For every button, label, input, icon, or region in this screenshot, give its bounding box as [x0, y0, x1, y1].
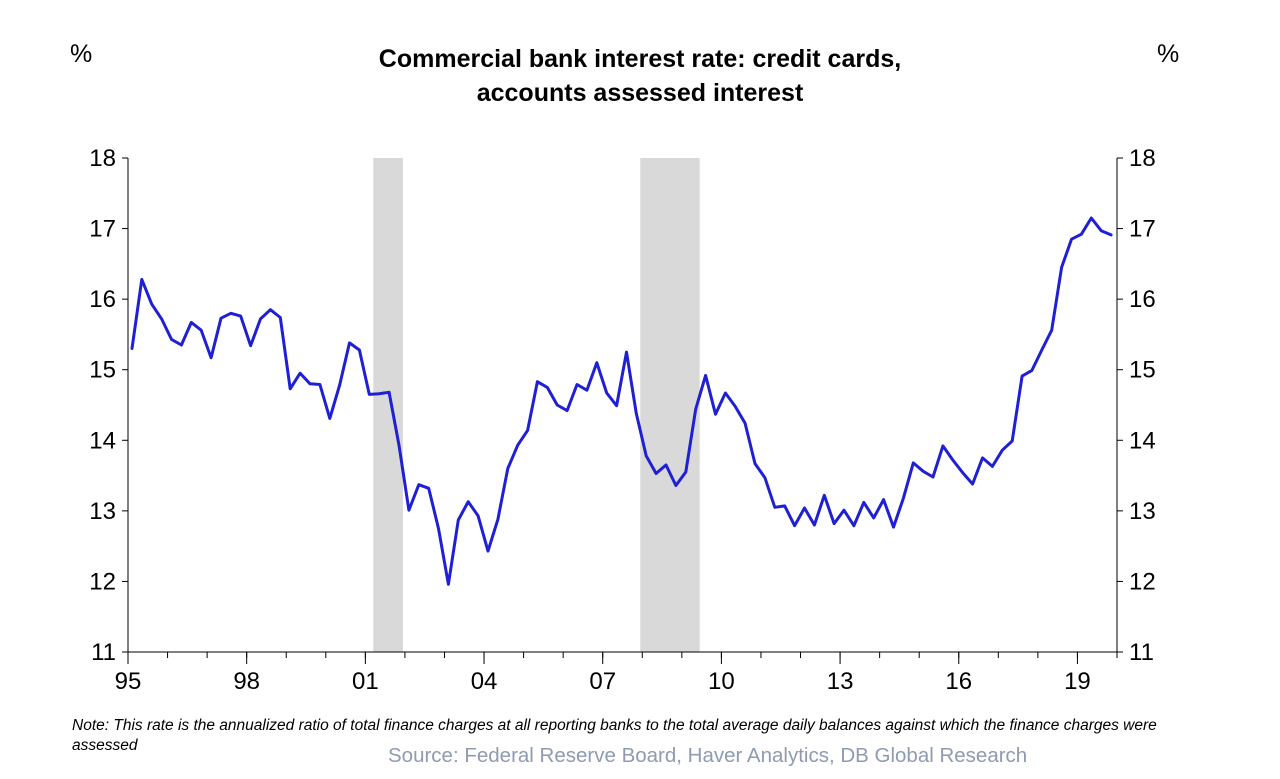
right-y-tick-label: 15 [1129, 357, 1156, 384]
x-tick-label: 16 [945, 668, 972, 695]
recession-band-1 [640, 158, 700, 652]
x-tick-label: 19 [1064, 668, 1091, 695]
x-tick-label: 13 [827, 668, 854, 695]
right-y-tick-label: 16 [1129, 286, 1156, 313]
right-y-tick-label: 17 [1129, 216, 1156, 243]
chart-note: Note: This rate is the annualized ratio … [72, 717, 1157, 754]
right-y-tick-label: 13 [1129, 498, 1156, 525]
chart-source: Source: Federal Reserve Board, Haver Ana… [388, 744, 1028, 767]
x-tick-label: 10 [708, 668, 735, 695]
right-axis-unit: % [1157, 40, 1180, 68]
left-y-tick-label: 13 [89, 498, 116, 525]
recession-band-0 [373, 158, 403, 652]
series-line [130, 216, 1113, 586]
right-y-tick-label: 12 [1129, 568, 1156, 595]
x-tick-label: 01 [352, 668, 379, 695]
right-y-tick-label: 11 [1129, 639, 1154, 666]
left-y-tick-label: 11 [91, 639, 116, 666]
left-y-tick-label: 18 [89, 145, 116, 172]
left-y-tick-label: 12 [89, 568, 116, 595]
x-tick-label: 98 [233, 668, 260, 695]
right-y-tick-label: 14 [1129, 427, 1156, 454]
right-y-tick-label: 18 [1129, 145, 1156, 172]
chart-title-line2: accounts assessed interest [476, 79, 804, 107]
left-y-tick-label: 16 [89, 286, 116, 313]
left-y-tick-label: 14 [89, 427, 116, 454]
x-tick-label: 04 [471, 668, 498, 695]
left-y-tick-label: 15 [89, 357, 116, 384]
x-tick-label: 07 [589, 668, 616, 695]
chart-title: Commercial bank interest rate: credit ca… [378, 45, 902, 73]
left-y-tick-label: 17 [89, 216, 116, 243]
x-tick-label: 95 [115, 668, 142, 695]
left-axis-unit: % [70, 40, 93, 68]
